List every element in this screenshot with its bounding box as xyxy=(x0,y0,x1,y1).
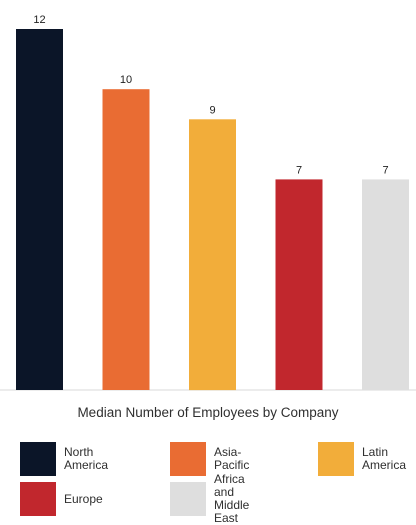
chart-container: 12 10 9 7 7 Median Number of Employees by Co… xyxy=(0,14,416,525)
value-label-asia-pacific: 10 xyxy=(120,74,132,86)
legend-label-asia-pacific: Asia-Pacific xyxy=(214,445,250,472)
legend-label-north-america: North America xyxy=(64,445,109,472)
legend-swatch-europe xyxy=(20,482,56,516)
legend-swatch-latin-america xyxy=(318,442,354,476)
bar-latin-america xyxy=(189,119,236,391)
bar-north-america xyxy=(16,29,63,390)
legend-label-latin-america: Latin America xyxy=(362,445,407,472)
bar-europe xyxy=(275,179,323,390)
legend: North America Asia-Pacific Latin America… xyxy=(0,436,416,525)
legend-swatch-north-america xyxy=(20,442,56,476)
bars-layer xyxy=(16,29,409,391)
legend-label-europe: Europe xyxy=(64,491,103,506)
value-labels-layer: 12 10 9 7 7 xyxy=(33,14,388,176)
value-label-europe: 7 xyxy=(296,164,302,176)
value-label-north-america: 12 xyxy=(33,14,45,26)
legend-swatch-africa-middle-east xyxy=(170,482,206,516)
bar-africa-and-middle-east xyxy=(362,179,409,390)
bar-asia-pacific xyxy=(102,89,150,390)
legend-swatch-asia-pacific xyxy=(170,442,206,476)
bar-chart: 12 10 9 7 7 xyxy=(0,14,416,391)
value-label-latin-america: 9 xyxy=(209,104,215,116)
legend-label-africa-middle-east: Africa and Middle East xyxy=(214,472,250,525)
value-label-africa-and-middle-east: 7 xyxy=(382,164,388,176)
chart-title: Median Number of Employees by Company xyxy=(77,405,339,420)
